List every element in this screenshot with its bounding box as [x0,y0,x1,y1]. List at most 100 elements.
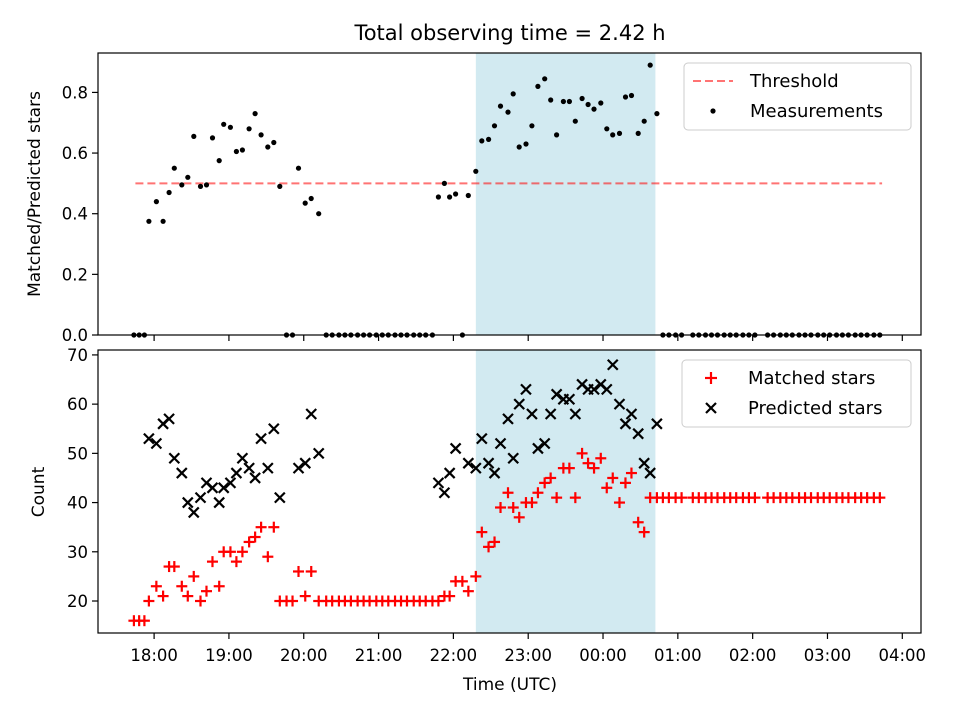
matched-star-point [625,467,637,479]
matched-star-point [495,501,507,513]
measurement-point [239,147,245,153]
predicted-star-point [243,462,255,474]
predicted-star-point [638,457,650,469]
measurement-point [308,195,314,202]
count-y-axis-label: Count [29,466,49,517]
predicted-star-point [268,422,280,435]
predicted-star-point [488,467,501,479]
matched-star-point [462,585,474,597]
measurement-point [203,182,210,188]
count-y-tick-label: 40 [67,494,88,513]
measurement-point [316,211,322,217]
ratio-legend: Threshold Measurements [683,62,912,131]
legend-matched-swatch [705,372,717,384]
measurement-point [295,165,302,171]
measurement-point [505,109,511,115]
measurement-point [585,101,591,108]
predicted-star-point [544,408,557,420]
legend-measurements-swatch [710,108,716,114]
predicted-star-point [206,482,219,494]
matched-star-point [255,521,267,533]
x-tick-label: 00:00 [579,646,627,665]
predicted-star-point [168,452,181,465]
measurement-point [271,139,277,146]
count-y-tick-label: 70 [67,346,88,365]
x-tick-label: 01:00 [654,646,702,665]
x-tick-label: 20:00 [280,646,328,665]
matched-star-point [287,595,299,607]
predicted-star-point [470,462,482,474]
predicted-star-point [526,408,538,420]
measurement-point [529,123,535,129]
matched-star-point [432,595,444,607]
matched-star-point [613,497,625,509]
predicted-star-point [644,467,656,479]
x-tick-label: 04:00 [879,646,927,665]
legend-matched-label: Matched stars [748,368,875,389]
matched-star-point [513,511,525,523]
matched-star-point [563,462,575,474]
matched-star-point [143,595,155,607]
ratio-y-tick-label: 0.8 [62,83,88,102]
count-y-tick-label: 60 [67,395,88,414]
matched-star-point [607,472,619,484]
count-x-ticks: 18:00 19:00 20:00 21:00 22:00 23:00 00:00 01:00… [130,633,926,665]
measurement-point [246,126,252,132]
matched-star-point [601,482,613,494]
predicted-star-point [236,452,249,465]
ratio-y-tick-label: 0.4 [62,205,88,224]
measurement-point [591,106,597,112]
predicted-star-point [569,408,582,420]
measurement-point [523,141,529,147]
matched-star-point [539,477,551,489]
measurement-point [628,92,635,99]
measurement-point [166,189,172,196]
x-tick-label: 21:00 [355,646,403,665]
legend-predicted-label: Predicted stars [748,398,882,419]
predicted-star-point [292,462,305,474]
matched-star-point [188,570,200,582]
predicted-star-point [163,413,175,425]
measurement-point [560,98,567,105]
count-axes-frame [97,349,922,634]
measurement-point [171,165,177,171]
measurement-point [435,194,441,200]
measurement-point [486,136,492,142]
measurement-point [233,148,239,155]
matched-star-point [305,565,317,577]
measurement-point [160,218,166,224]
ratio-axes-frame [97,52,922,336]
ratio-y-axis-label: Matched/Predicted stars [25,91,45,297]
measurement-point [265,144,271,150]
predicted-star-point [520,383,532,396]
ratio-y-tick-label: 0.0 [62,326,88,345]
matched-star-point [243,536,255,548]
matched-star-point [293,565,305,577]
predicted-star-point [613,398,626,410]
predicted-star-point [176,467,188,479]
x-tick-label: 02:00 [729,646,777,665]
matched-star-point [456,575,468,587]
measurement-point [535,83,541,89]
count-y-ticks: 20 30 40 50 60 70 [67,346,98,611]
matched-star-point [619,477,631,489]
matched-stars-points [128,447,886,627]
measurement-point [216,158,222,164]
matched-star-point [507,501,519,513]
predicted-star-point [538,437,551,450]
measurement-point [516,144,522,150]
chart-title: Total observing time = 2.42 h [353,21,665,45]
predicted-star-point [588,383,600,396]
matched-star-point [213,580,225,592]
measurement-point [598,100,604,106]
legend-predicted-swatch [705,402,717,414]
predicted-star-point [262,462,274,474]
ratio-x-ticks [153,335,903,341]
measurement-point [302,200,308,206]
matched-star-point [206,556,218,568]
measurement-point [566,98,573,105]
measurement-point [641,118,647,124]
predicted-star-point [230,467,243,479]
predicted-star-point [449,442,462,455]
